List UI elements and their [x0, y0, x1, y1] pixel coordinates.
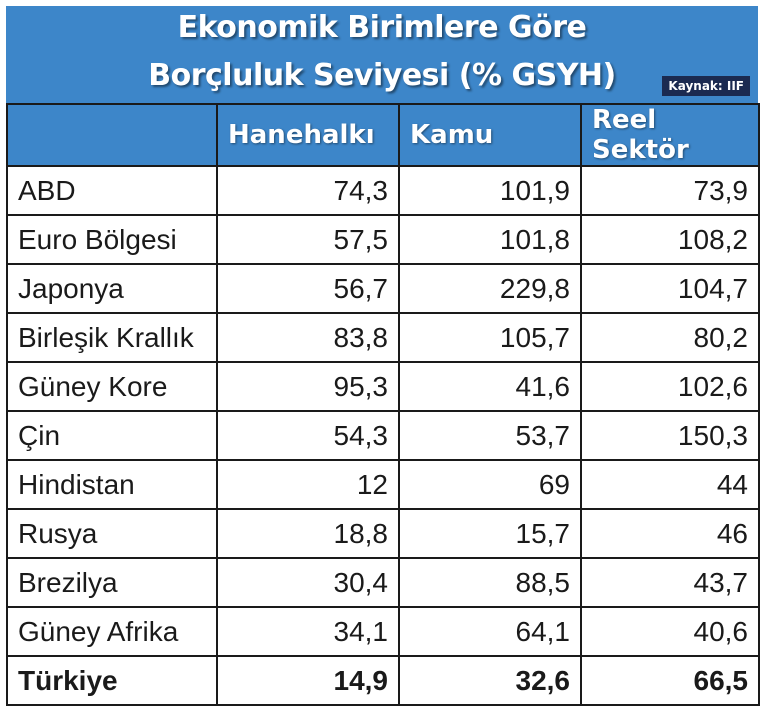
table-cell: 57,5	[216, 214, 400, 265]
row-label: Birleşik Krallık	[6, 312, 218, 363]
title-banner: Ekonomik Birimlere Göre Borçluluk Seviye…	[6, 6, 758, 103]
header-row: Hanehalkı Kamu Reel Sektör	[6, 103, 760, 167]
table-cell: 105,7	[398, 312, 582, 363]
column-header: Kamu	[398, 103, 582, 167]
table-row: Brezilya 30,4 88,5 43,7	[6, 557, 760, 608]
table-cell: 18,8	[216, 508, 400, 559]
table-cell: 108,2	[580, 214, 760, 265]
column-header: Reel Sektör	[580, 103, 760, 167]
table-cell: 15,7	[398, 508, 582, 559]
table-row: Hindistan 12 69 44	[6, 459, 760, 510]
row-label: Japonya	[6, 263, 218, 314]
table-cell: 34,1	[216, 606, 400, 657]
row-label: Rusya	[6, 508, 218, 559]
table-cell: 104,7	[580, 263, 760, 314]
row-label: Çin	[6, 410, 218, 461]
table-cell: 229,8	[398, 263, 582, 314]
column-header: Hanehalkı	[216, 103, 400, 167]
table-cell: 12	[216, 459, 400, 510]
table-cell: 41,6	[398, 361, 582, 412]
table-cell: 54,3	[216, 410, 400, 461]
table-row: Euro Bölgesi 57,5 101,8 108,2	[6, 214, 760, 265]
table-cell: 88,5	[398, 557, 582, 608]
table-row: Rusya 18,8 15,7 46	[6, 508, 760, 559]
table-row: Güney Afrika 34,1 64,1 40,6	[6, 606, 760, 657]
table-row: Çin 54,3 53,7 150,3	[6, 410, 760, 461]
table-cell: 101,8	[398, 214, 582, 265]
table-cell: 73,9	[580, 165, 760, 216]
table-cell: 53,7	[398, 410, 582, 461]
table-cell: 74,3	[216, 165, 400, 216]
row-label: Brezilya	[6, 557, 218, 608]
table-body: ABD 74,3 101,9 73,9 Euro Bölgesi 57,5 101,8 108…	[6, 165, 760, 706]
column-header-corner	[6, 103, 218, 167]
table-cell: 64,1	[398, 606, 582, 657]
row-label: Euro Bölgesi	[6, 214, 218, 265]
debt-table: Hanehalkı Kamu Reel Sektör ABD 74,3 101,9 73,…	[6, 103, 760, 706]
table-cell: 95,3	[216, 361, 400, 412]
table-cell: 40,6	[580, 606, 760, 657]
row-label: Güney Afrika	[6, 606, 218, 657]
table-cell: 43,7	[580, 557, 760, 608]
table-row: ABD 74,3 101,9 73,9	[6, 165, 760, 216]
table-cell: 83,8	[216, 312, 400, 363]
chart-title-line-2: Borçluluk Seviyesi (% GSYH)	[148, 58, 616, 93]
table-cell: 44	[580, 459, 760, 510]
table-cell: 101,9	[398, 165, 582, 216]
table-row: Japonya 56,7 229,8 104,7	[6, 263, 760, 314]
table-cell: 69	[398, 459, 582, 510]
table-figure: Ekonomik Birimlere Göre Borçluluk Seviye…	[6, 6, 760, 706]
table-cell: 150,3	[580, 410, 760, 461]
row-label: ABD	[6, 165, 218, 216]
table-row: Birleşik Krallık 83,8 105,7 80,2	[6, 312, 760, 363]
source-badge: Kaynak: IIF	[662, 76, 750, 96]
row-label: Hindistan	[6, 459, 218, 510]
table-row: Güney Kore 95,3 41,6 102,6	[6, 361, 760, 412]
chart-title-line-1: Ekonomik Birimlere Göre	[177, 10, 587, 45]
row-label: Güney Kore	[6, 361, 218, 412]
table-cell: 46	[580, 508, 760, 559]
table-cell: 102,6	[580, 361, 760, 412]
table-cell: 30,4	[216, 557, 400, 608]
table-cell: 80,2	[580, 312, 760, 363]
table-cell: 56,7	[216, 263, 400, 314]
